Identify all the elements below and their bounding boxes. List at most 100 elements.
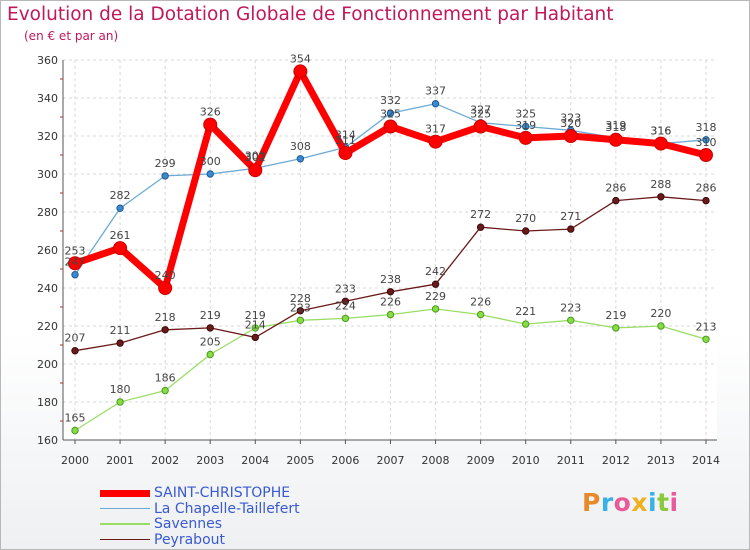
data-point [161, 326, 169, 334]
x-tick-label: 2011 [557, 454, 585, 467]
data-label: 308 [290, 140, 311, 153]
logo-letter: x [631, 488, 648, 517]
data-point [698, 148, 713, 162]
data-label: 318 [605, 121, 626, 134]
data-point [206, 350, 214, 359]
data-point [71, 426, 79, 435]
x-tick-label: 2001 [106, 454, 134, 467]
legend-swatch [100, 489, 150, 497]
data-label: 300 [200, 155, 221, 168]
data-point [386, 310, 395, 319]
data-point [518, 130, 533, 145]
data-label: 205 [200, 336, 221, 349]
legend-label: Peyrabout [154, 531, 225, 548]
data-label: 221 [515, 305, 536, 318]
logo-letter: o [613, 488, 632, 517]
data-point [68, 256, 82, 271]
data-point [567, 225, 575, 233]
data-label: 228 [290, 292, 311, 305]
data-label: 316 [650, 125, 671, 138]
legend-swatch [100, 523, 150, 525]
data-label: 325 [470, 108, 491, 121]
proxiti-logo: Proxiti [582, 488, 679, 517]
data-point [522, 122, 530, 131]
data-point [653, 136, 668, 151]
data-point [428, 134, 443, 149]
data-label: 219 [605, 309, 626, 322]
x-tick-label: 2003 [196, 454, 224, 467]
data-point [251, 333, 259, 342]
data-point [203, 117, 218, 132]
data-label: 310 [695, 136, 716, 149]
logo-letter: t [657, 488, 670, 517]
data-label: 272 [470, 208, 491, 221]
data-label: 332 [380, 94, 401, 107]
data-label: 325 [380, 108, 401, 121]
data-label: 226 [380, 296, 401, 309]
data-point [206, 324, 214, 332]
data-label: 186 [155, 372, 176, 385]
data-point [431, 280, 440, 288]
data-label: 253 [65, 244, 86, 257]
data-label: 213 [695, 320, 716, 333]
y-tick-label: 320 [37, 130, 58, 143]
data-label: 311 [335, 134, 356, 147]
data-label: 318 [695, 121, 716, 134]
data-label: 207 [65, 332, 86, 345]
data-label: 326 [200, 106, 221, 119]
data-point [702, 335, 710, 343]
y-tick-label: 340 [37, 92, 58, 105]
data-label: 299 [155, 157, 176, 170]
data-point [522, 227, 530, 235]
x-tick-label: 2006 [331, 454, 359, 467]
x-tick-label: 2009 [467, 454, 495, 467]
y-tick-label: 280 [37, 206, 58, 219]
data-label: 337 [425, 85, 446, 98]
data-label: 165 [65, 412, 86, 425]
data-label: 286 [605, 182, 626, 195]
data-point [702, 136, 710, 144]
data-label: 354 [290, 52, 311, 65]
data-point [338, 146, 353, 161]
data-point [383, 119, 398, 134]
x-tick-label: 2002 [151, 454, 179, 467]
data-label: 303 [245, 149, 266, 162]
x-tick-label: 2008 [422, 454, 450, 467]
data-point [567, 316, 575, 324]
data-point [296, 307, 305, 315]
y-tick-label: 220 [37, 320, 58, 333]
data-point [161, 386, 169, 395]
y-tick-label: 180 [37, 396, 58, 409]
chart-title: Evolution de la Dotation Globale de Fonc… [7, 4, 614, 25]
y-tick-label: 200 [37, 358, 58, 371]
y-tick-label: 360 [37, 54, 58, 67]
data-label: 323 [560, 111, 581, 124]
data-point [293, 64, 308, 79]
data-label: 286 [695, 182, 716, 195]
data-label: 327 [470, 104, 491, 117]
data-point [296, 316, 305, 324]
data-label: 270 [515, 212, 536, 225]
data-point [612, 324, 620, 332]
logo-letter: P [582, 488, 601, 517]
data-label: 325 [515, 108, 536, 121]
data-point [116, 398, 124, 406]
data-label: 319 [515, 119, 536, 132]
data-point [612, 196, 620, 205]
data-label: 180 [110, 383, 131, 396]
data-point [251, 324, 259, 332]
data-point [116, 204, 124, 212]
x-tick-label: 2013 [647, 454, 675, 467]
legend-swatch [100, 507, 150, 510]
logo-letter: i [669, 488, 679, 517]
logo-letter: r [600, 488, 614, 517]
data-label: 316 [650, 125, 671, 138]
data-label: 226 [470, 296, 491, 309]
data-label: 218 [155, 311, 176, 324]
data-label: 317 [425, 123, 446, 136]
data-point [341, 297, 350, 305]
data-point [341, 314, 350, 323]
y-tick-label: 160 [37, 434, 58, 447]
logo-letter: i [648, 488, 658, 517]
legend-swatch [100, 538, 150, 541]
